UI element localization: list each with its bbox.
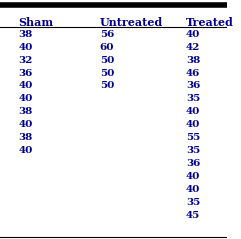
Text: 35: 35 (186, 94, 200, 103)
Text: 40: 40 (18, 146, 33, 155)
Text: Sham: Sham (18, 17, 53, 28)
Text: 38: 38 (186, 56, 200, 65)
Text: 40: 40 (18, 94, 33, 103)
Text: 35: 35 (186, 146, 200, 155)
Text: 35: 35 (186, 198, 200, 207)
Text: 38: 38 (18, 30, 32, 39)
Text: 56: 56 (100, 30, 114, 39)
Text: 50: 50 (100, 56, 114, 65)
Text: 38: 38 (18, 107, 32, 116)
Text: 60: 60 (100, 43, 114, 52)
Text: 45: 45 (186, 211, 200, 220)
Text: 36: 36 (186, 81, 200, 91)
Text: 50: 50 (100, 81, 114, 91)
Text: Untreated: Untreated (100, 17, 163, 28)
Text: 40: 40 (186, 185, 200, 194)
Text: 40: 40 (18, 43, 33, 52)
Text: 38: 38 (18, 133, 32, 142)
Text: 36: 36 (186, 159, 200, 168)
Text: 32: 32 (18, 56, 33, 65)
Text: 55: 55 (186, 133, 200, 142)
Text: 40: 40 (186, 172, 200, 181)
Text: 40: 40 (186, 107, 200, 116)
Text: 42: 42 (186, 43, 200, 52)
Text: 50: 50 (100, 69, 114, 78)
Text: 36: 36 (18, 69, 33, 78)
Text: 40: 40 (18, 120, 33, 129)
Text: Treated: Treated (186, 17, 234, 28)
Text: 46: 46 (186, 69, 200, 78)
Text: 40: 40 (186, 120, 200, 129)
Text: 40: 40 (18, 81, 33, 91)
Text: 40: 40 (186, 30, 200, 39)
